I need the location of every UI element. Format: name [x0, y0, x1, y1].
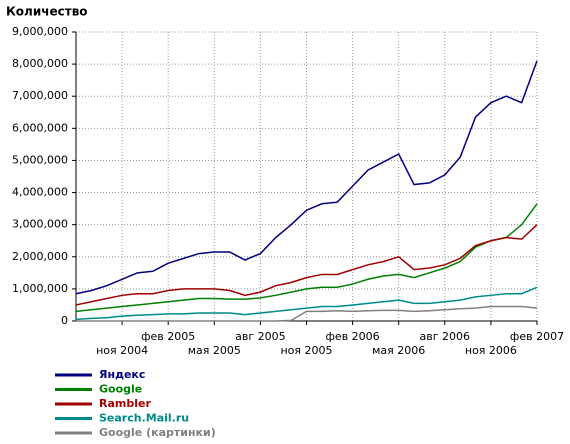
series-line: [75, 286, 538, 321]
x-tick-label: мая 2005: [188, 344, 241, 357]
y-tick-label: 3,000,000: [12, 218, 68, 231]
series-line: [76, 305, 538, 322]
series-line: [75, 60, 538, 295]
x-tick-label: ноя 2005: [280, 344, 332, 357]
x-tick-label: фев 2007: [510, 330, 564, 343]
y-tick-label: 1,000,000: [12, 282, 68, 295]
x-tick-label: мая 2006: [372, 344, 425, 357]
legend-label: Google (картинки): [99, 426, 216, 439]
x-tick-label: ноя 2006: [465, 344, 517, 357]
legend-label: Search.Mail.ru: [99, 412, 189, 425]
x-tick-label: авг 2005: [235, 330, 286, 343]
y-axis-title: Количество: [6, 5, 88, 19]
x-tick-label: авг 2006: [420, 330, 471, 343]
series-line: [75, 224, 538, 306]
y-tick-label: 5,000,000: [12, 153, 68, 166]
y-tick-label: 6,000,000: [12, 121, 68, 134]
series-line: [75, 203, 538, 313]
legend-label: Google: [99, 383, 142, 396]
y-tick-label: 7,000,000: [12, 89, 68, 102]
legend-label: Rambler: [99, 397, 151, 410]
x-tick-label: ноя 2004: [96, 344, 148, 357]
x-tick-label: фев 2005: [141, 330, 195, 343]
legend-label: Яндекс: [99, 368, 145, 381]
y-tick-label: 0: [61, 314, 68, 327]
y-tick-label: 9,000,000: [12, 25, 68, 38]
y-tick-label: 2,000,000: [12, 250, 68, 263]
y-tick-label: 8,000,000: [12, 57, 68, 70]
y-tick-label: 4,000,000: [12, 186, 68, 199]
x-tick-label: фев 2006: [326, 330, 380, 343]
